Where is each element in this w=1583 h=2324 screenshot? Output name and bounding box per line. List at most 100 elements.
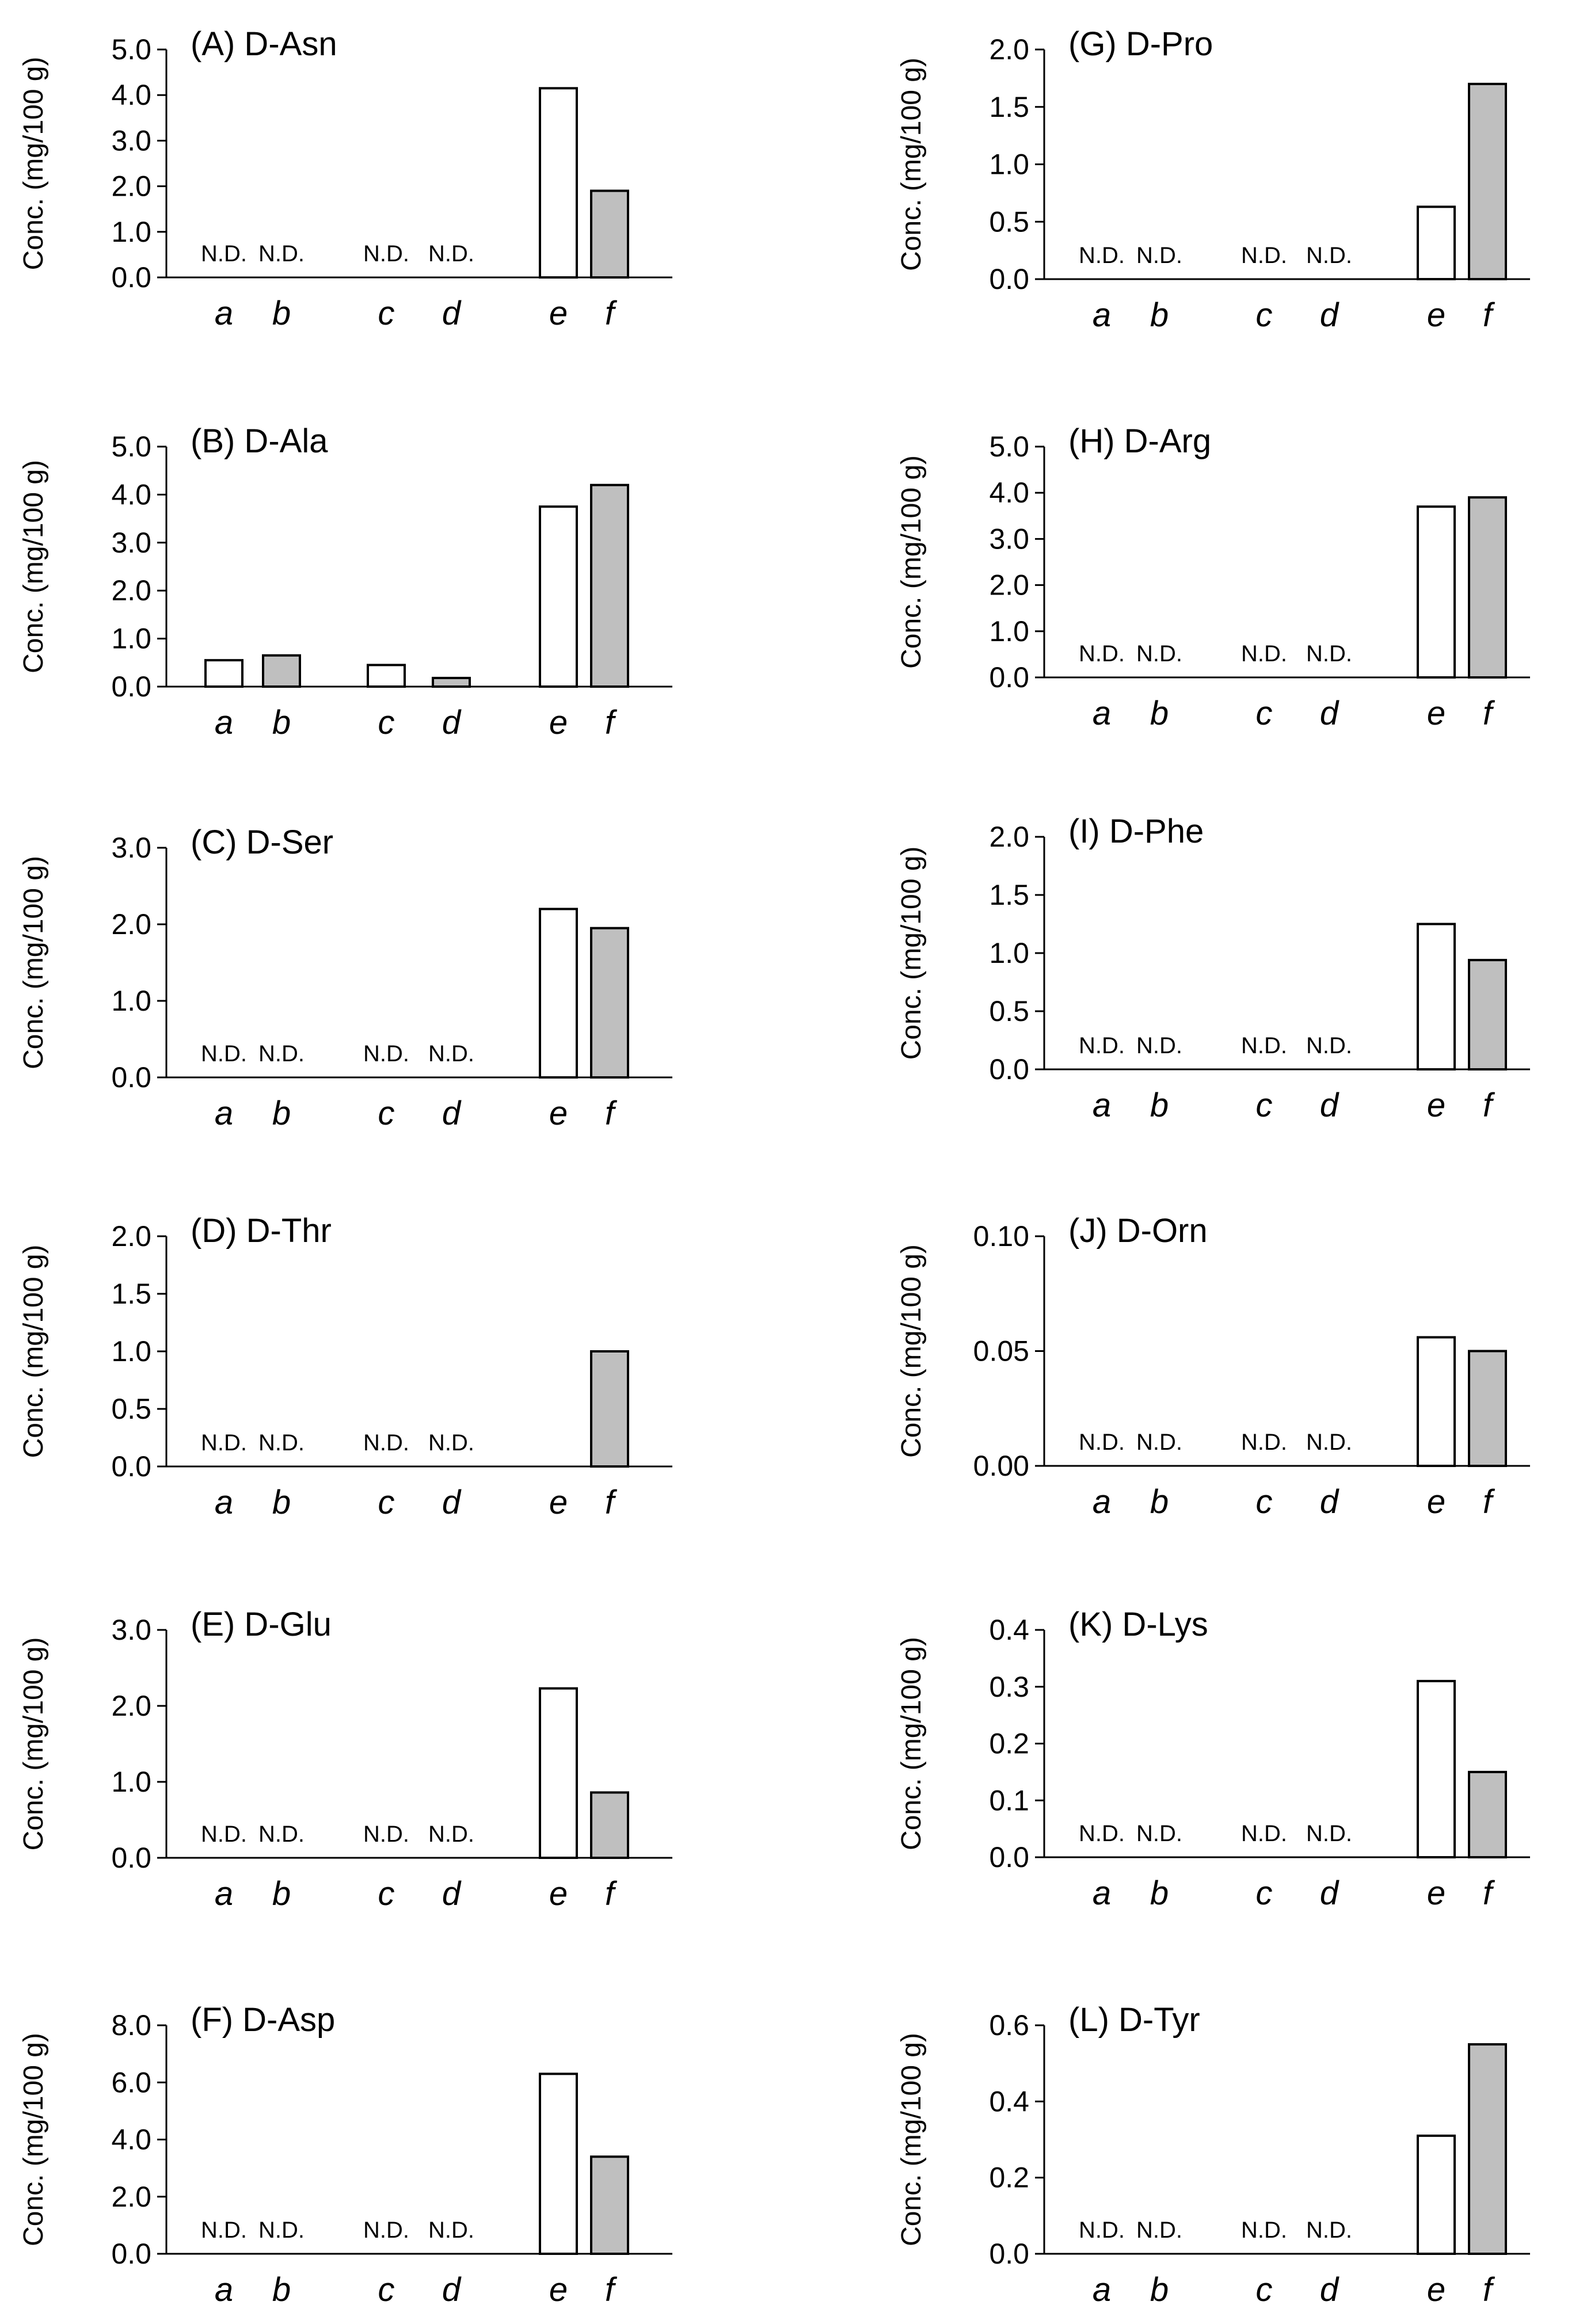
data-label-c: N.D. — [363, 1041, 409, 1066]
x-tick-label-a: a — [1093, 296, 1111, 334]
x-tick-label-f: f — [1483, 695, 1496, 732]
x-tick-label-b: b — [272, 2271, 291, 2308]
x-tick-label-e: e — [1427, 695, 1445, 732]
x-tick-label-b: b — [272, 295, 291, 332]
y-tick-label: 0.0 — [111, 2238, 151, 2270]
y-tick-label: 1.0 — [111, 1335, 151, 1367]
data-label-c: N.D. — [1241, 1033, 1287, 1058]
data-label-a: N.D. — [1079, 1821, 1125, 1846]
y-tick-label: 0.0 — [989, 1053, 1029, 1085]
y-tick-label: 4.0 — [111, 478, 151, 510]
chart-title: (H) D-Arg — [1068, 422, 1211, 460]
bar-e — [1417, 505, 1456, 679]
data-label-b: N.D. — [1136, 1033, 1182, 1058]
bar-f — [1468, 959, 1507, 1070]
y-tick-label: 3.0 — [111, 527, 151, 559]
y-tick-label: 2.0 — [111, 170, 151, 203]
bar-a — [204, 659, 243, 688]
y-axis-label: Conc. (mg/100 g) — [896, 455, 927, 669]
bar-c — [367, 664, 406, 688]
chart-title: (C) D-Ser — [191, 824, 333, 861]
x-tick-label-e: e — [1427, 1875, 1445, 1912]
data-label-d: N.D. — [1306, 243, 1352, 268]
chart-title: (G) D-Pro — [1068, 25, 1213, 63]
y-axis-label: Conc. (mg/100 g) — [18, 1245, 49, 1458]
x-tick-label-f: f — [605, 704, 618, 741]
y-tick-label: 1.0 — [989, 615, 1029, 647]
y-tick-label: 0.4 — [989, 2085, 1029, 2117]
data-label-d: N.D. — [1306, 641, 1352, 666]
y-tick-label: 1.0 — [111, 985, 151, 1017]
x-tick-label-c: c — [378, 704, 395, 741]
data-label-a: N.D. — [1079, 243, 1125, 268]
x-tick-label-f: f — [605, 1095, 618, 1132]
chart-title: (A) D-Asn — [191, 25, 337, 63]
data-label-d: N.D. — [428, 1041, 474, 1066]
x-tick-label-c: c — [1256, 1087, 1273, 1124]
y-tick-label: 2.0 — [989, 821, 1029, 853]
x-tick-label-d: d — [442, 295, 462, 332]
chart-panel-c: 0.0 1.0 2.0 3.0 Conc. (mg/100 g) (C) D-Ser N.D… — [18, 824, 672, 1132]
x-tick-label-b: b — [1150, 1875, 1169, 1912]
bar-f — [590, 927, 629, 1079]
x-tick-label-b: b — [1150, 296, 1169, 334]
y-tick-label: 4.0 — [111, 79, 151, 111]
y-tick-label: 0.5 — [989, 205, 1029, 238]
x-tick-label-b: b — [272, 1875, 291, 1912]
x-tick-label-b: b — [1150, 2271, 1169, 2308]
data-label-b: N.D. — [258, 1430, 305, 1456]
bar-d — [432, 676, 471, 688]
y-tick-label: 0.3 — [989, 1671, 1029, 1703]
data-label-a: N.D. — [1079, 1033, 1125, 1058]
x-tick-label-a: a — [1093, 1087, 1111, 1124]
bar-b — [262, 654, 301, 688]
x-tick-label-f: f — [1483, 296, 1496, 334]
x-tick-label-f: f — [1483, 1875, 1496, 1912]
x-tick-label-d: d — [1320, 1087, 1340, 1124]
x-tick-label-a: a — [215, 704, 233, 741]
chart-panel-j: 0.00 0.05 0.10 Conc. (mg/100 g) (J) D-Orn N.D… — [896, 1212, 1530, 1521]
data-label-b: N.D. — [1136, 1821, 1182, 1846]
chart-panel-a: 0.0 1.0 2.0 3.0 4.0 5.0 Conc. (mg/100 g) (A) D-… — [18, 25, 672, 332]
data-label-a: N.D. — [201, 1430, 247, 1456]
chart-panel-l: 0.0 0.2 0.4 0.6 Conc. (mg/100 g) (L) D-Tyr N.D… — [896, 2001, 1530, 2308]
data-label-b: N.D. — [258, 2218, 305, 2243]
x-tick-label-e: e — [549, 295, 568, 332]
data-label-a: N.D. — [201, 2218, 247, 2243]
y-tick-label: 4.0 — [111, 2124, 151, 2156]
y-tick-label: 2.0 — [989, 569, 1029, 601]
y-tick-label: 0.2 — [989, 1728, 1029, 1760]
x-tick-label-c: c — [1256, 2271, 1273, 2308]
data-label-b: N.D. — [1136, 1430, 1182, 1455]
data-label-a: N.D. — [201, 1822, 247, 1847]
x-tick-label-f: f — [1483, 2271, 1496, 2308]
data-label-a: N.D. — [1079, 2218, 1125, 2243]
x-tick-label-e: e — [1427, 296, 1445, 334]
data-label-c: N.D. — [1241, 243, 1287, 268]
x-tick-label-e: e — [1427, 2271, 1445, 2308]
x-tick-label-f: f — [605, 295, 618, 332]
x-tick-label-e: e — [1427, 1087, 1445, 1124]
y-tick-label: 0.6 — [989, 2009, 1029, 2041]
y-tick-label: 2.0 — [989, 33, 1029, 66]
x-tick-label-a: a — [215, 2271, 233, 2308]
y-tick-label: 5.0 — [111, 430, 151, 463]
y-axis-label: Conc. (mg/100 g) — [896, 58, 927, 271]
x-tick-label-c: c — [378, 1095, 395, 1132]
bar-e — [539, 908, 578, 1079]
data-label-c: N.D. — [363, 1822, 409, 1847]
x-tick-label-d: d — [442, 1484, 462, 1521]
y-tick-label: 0.4 — [989, 1614, 1029, 1646]
y-tick-label: 1.0 — [989, 937, 1029, 969]
data-label-d: N.D. — [1306, 2218, 1352, 2243]
bar-f — [1468, 82, 1507, 280]
y-tick-label: 0.0 — [111, 670, 151, 703]
x-tick-label-e: e — [549, 704, 568, 741]
y-axis-label: Conc. (mg/100 g) — [18, 2033, 49, 2246]
chart-panel-f: 0.0 2.0 4.0 6.0 8.0 Conc. (mg/100 g) (F) D-Asp… — [18, 2001, 672, 2308]
data-label-d: N.D. — [428, 1430, 474, 1456]
data-label-d: N.D. — [428, 2218, 474, 2243]
bar-e — [1417, 2134, 1456, 2255]
y-axis-label: Conc. (mg/100 g) — [18, 57, 49, 271]
